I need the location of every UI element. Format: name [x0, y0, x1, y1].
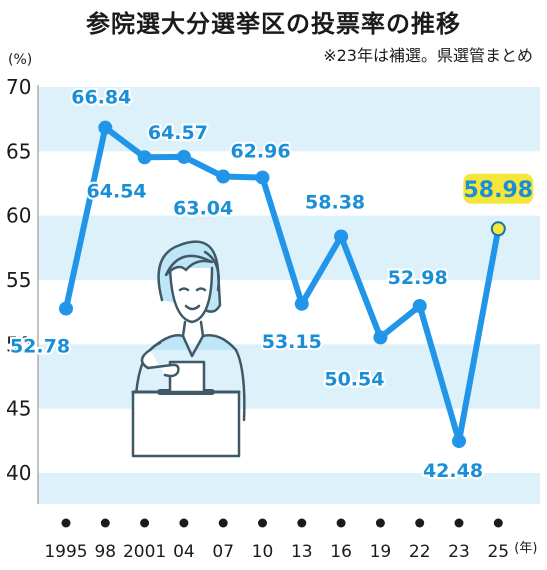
x-tick-dot: [297, 518, 307, 528]
x-tick-label: 04: [173, 542, 195, 562]
data-label: 63.04: [173, 198, 233, 220]
x-tick-label: 16: [330, 542, 352, 562]
highlight-point: [490, 221, 506, 237]
data-point: [334, 229, 349, 244]
x-tick-dot: [336, 518, 346, 528]
x-tick-label: 07: [212, 542, 234, 562]
grid-band: [38, 344, 540, 409]
x-tick-dot: [415, 518, 425, 528]
data-label: 58.38: [305, 192, 365, 214]
series-line: [63, 124, 502, 445]
data-point: [294, 296, 309, 311]
voter-illustration: [131, 240, 246, 458]
data-point: [412, 298, 427, 313]
data-point: [373, 330, 388, 345]
y-tick-label: 60: [6, 204, 31, 228]
data-label: 52.78: [10, 336, 70, 358]
data-labels: 52.78 66.84 64.54 64.57 63.04 62.96 53.15 58.38…: [8, 85, 534, 484]
data-point: [137, 150, 152, 165]
x-tick-dot: [179, 518, 189, 528]
x-tick-label: 13: [291, 542, 313, 562]
x-tick-label: 1995: [44, 542, 87, 562]
x-tick-label: 22: [409, 542, 431, 562]
data-label: 42.48: [423, 460, 483, 482]
data-label-highlight: 58.98: [464, 178, 534, 203]
x-tick-label: 98: [94, 542, 116, 562]
data-point: [255, 170, 270, 185]
x-tick-dot: [454, 518, 464, 528]
y-axis-unit: (%): [8, 52, 33, 68]
data-points: [59, 120, 506, 449]
y-tick-label: 55: [6, 268, 31, 292]
x-tick-dot: [100, 518, 110, 528]
x-tick-dot: [61, 518, 71, 528]
data-label: 53.15: [262, 331, 322, 353]
x-tick-dot: [218, 518, 228, 528]
data-point: [98, 120, 113, 135]
y-axis: 40 45 50 55 60 65 70: [6, 75, 31, 485]
grid-band: [38, 473, 540, 504]
data-label: 62.96: [230, 141, 290, 163]
y-tick-label: 40: [6, 461, 31, 485]
x-tick-label: 2001: [123, 542, 166, 562]
y-tick-label: 50: [6, 332, 31, 356]
x-tick-dot: [258, 518, 267, 528]
y-tick-label: 45: [6, 397, 31, 421]
data-point: [176, 149, 191, 164]
source-note: ※23年は補選。県選管まとめ: [323, 46, 533, 65]
x-tick-label: 25: [487, 542, 509, 562]
x-tick-dot: [375, 518, 385, 528]
x-axis: 1995 98 2001 04 07 10 13 16 19 22 23 25 (年): [44, 518, 537, 562]
data-label: 66.84: [71, 87, 131, 109]
x-axis-unit: (年): [514, 541, 537, 556]
data-label: 52.98: [388, 267, 448, 289]
x-tick-label: 23: [448, 542, 470, 562]
data-label: 50.54: [324, 368, 384, 390]
chart-title: 参院選大分選挙区の投票率の推移: [86, 10, 461, 38]
data-point: [59, 301, 73, 316]
x-tick-label: 19: [370, 542, 392, 562]
x-tick-dot: [140, 518, 150, 528]
data-point: [216, 169, 231, 184]
y-tick-label: 65: [6, 139, 31, 163]
data-label: 64.54: [87, 180, 147, 202]
data-point: [452, 434, 466, 449]
highlight-label-box: [463, 173, 534, 204]
x-tick-label: 10: [252, 542, 274, 562]
data-label: 64.57: [148, 122, 208, 144]
x-tick-dot: [493, 518, 503, 528]
y-tick-label: 70: [6, 75, 31, 99]
